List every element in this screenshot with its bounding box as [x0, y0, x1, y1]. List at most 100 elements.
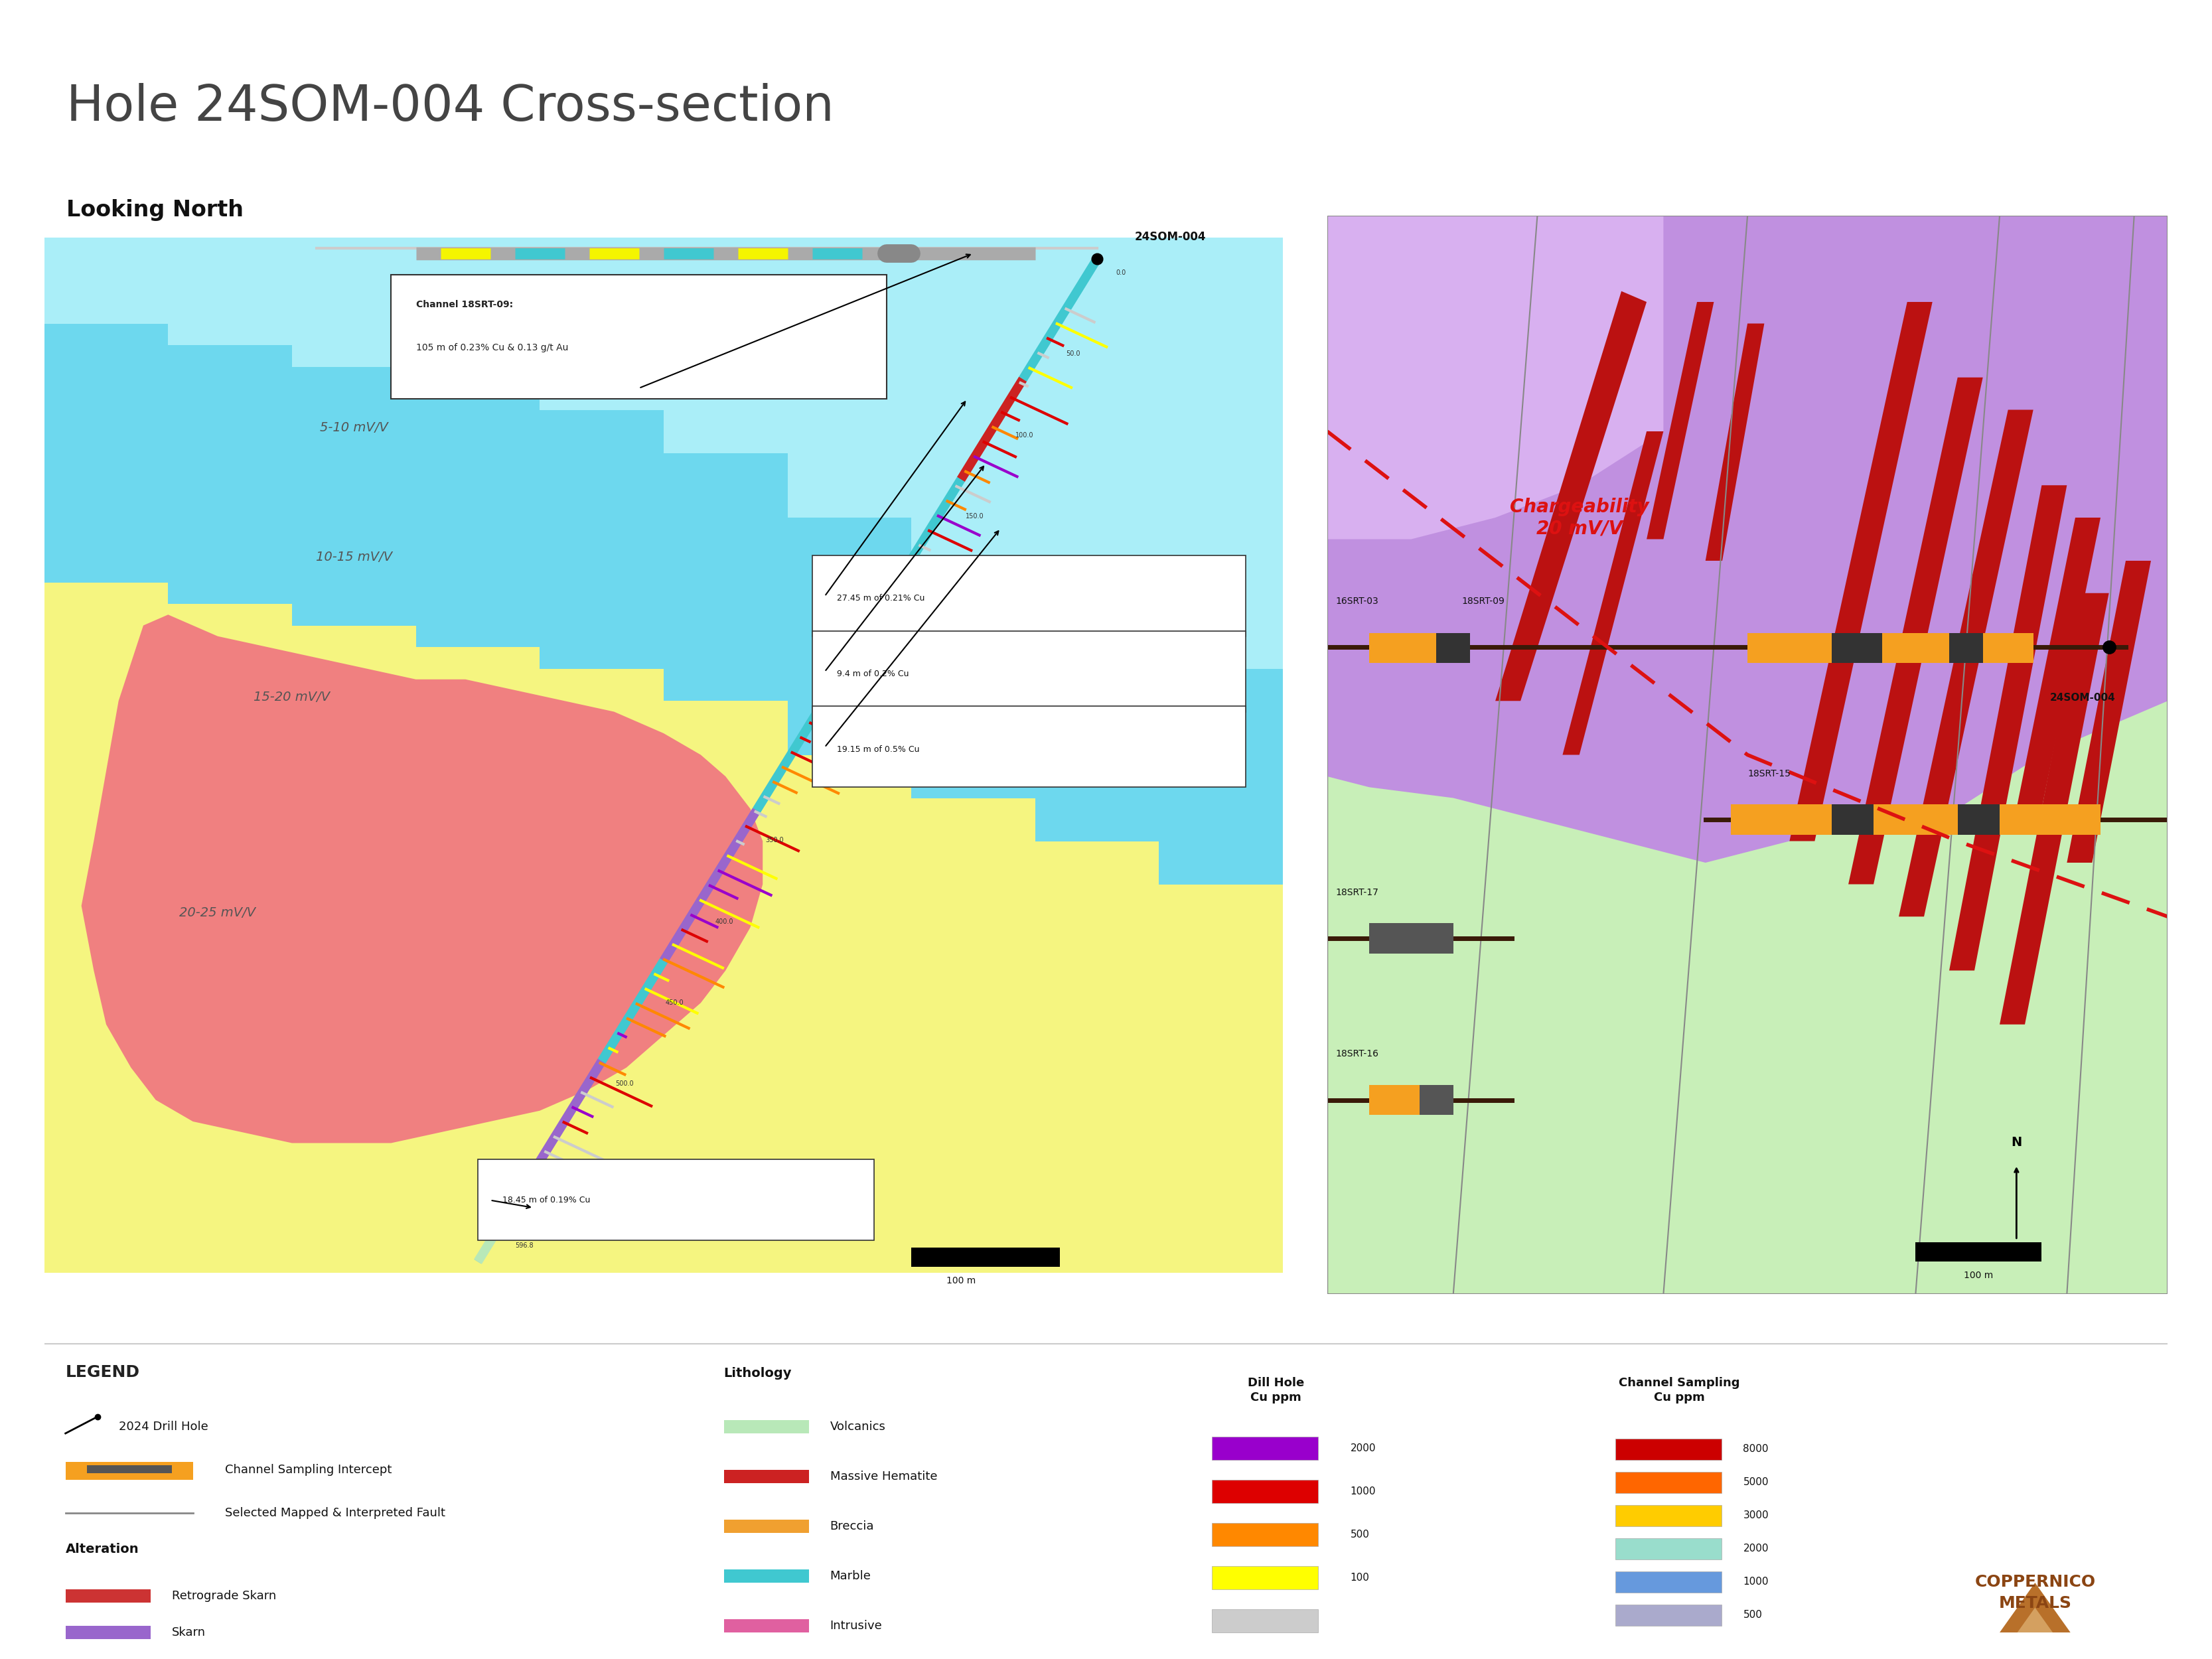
Text: Channel 18SRT-09:: Channel 18SRT-09:: [416, 300, 513, 309]
Text: Intrusive: Intrusive: [830, 1619, 883, 1632]
Text: N: N: [2011, 1136, 2022, 1148]
Bar: [723, 1470, 810, 1483]
Text: 18SRT-16: 18SRT-16: [1336, 1050, 1378, 1058]
Text: 18SRT-09: 18SRT-09: [1462, 597, 1504, 606]
Bar: [1615, 1472, 1721, 1493]
Bar: [1832, 634, 1882, 664]
Bar: [1982, 634, 2033, 664]
Bar: [1212, 1480, 1318, 1503]
Polygon shape: [44, 237, 1283, 669]
Bar: [1369, 1085, 1420, 1115]
Text: COPPERNICO
METALS: COPPERNICO METALS: [1975, 1574, 2095, 1611]
Polygon shape: [2017, 518, 2101, 808]
Polygon shape: [1705, 324, 1765, 561]
Text: 24SOM-004: 24SOM-004: [2051, 693, 2115, 703]
Polygon shape: [1327, 216, 1663, 539]
Text: 19.15 m of 0.5% Cu: 19.15 m of 0.5% Cu: [836, 745, 920, 753]
Text: 9.4 m of 0.2% Cu: 9.4 m of 0.2% Cu: [836, 670, 909, 679]
Bar: [1212, 1437, 1318, 1460]
Text: 150.0: 150.0: [967, 513, 984, 519]
Text: Retrograde Skarn: Retrograde Skarn: [173, 1589, 276, 1603]
Text: 2000: 2000: [1349, 1443, 1376, 1453]
Text: 20-25 mV/V: 20-25 mV/V: [179, 906, 257, 919]
Text: 27.45 m of 0.21% Cu: 27.45 m of 0.21% Cu: [836, 594, 925, 602]
Text: 300.0: 300.0: [816, 757, 834, 763]
Text: 24SOM-004: 24SOM-004: [1135, 231, 1206, 242]
Text: Skarn: Skarn: [173, 1626, 206, 1639]
FancyBboxPatch shape: [812, 556, 1245, 635]
Text: 18SRT-15: 18SRT-15: [1747, 770, 1790, 778]
Polygon shape: [1849, 377, 1982, 884]
Text: Breccia: Breccia: [830, 1520, 874, 1533]
Text: Channel Sampling Intercept: Channel Sampling Intercept: [226, 1463, 392, 1477]
Bar: [66, 1626, 150, 1639]
Text: 100 m: 100 m: [1964, 1271, 1993, 1279]
Text: 596.8: 596.8: [515, 1243, 533, 1249]
Bar: [86, 1465, 173, 1473]
Text: 500: 500: [1349, 1530, 1369, 1540]
Text: Volcanics: Volcanics: [830, 1420, 885, 1433]
Bar: [723, 1520, 810, 1533]
Polygon shape: [44, 324, 1283, 884]
Text: 500.0: 500.0: [615, 1080, 633, 1087]
Text: Massive Hematite: Massive Hematite: [830, 1470, 938, 1483]
Bar: [66, 1462, 192, 1480]
Bar: [1747, 634, 1832, 664]
Polygon shape: [1949, 484, 2066, 971]
Bar: [1369, 922, 1453, 954]
Text: 18.45 m of 0.19% Cu: 18.45 m of 0.19% Cu: [502, 1196, 591, 1204]
Bar: [1420, 1085, 1453, 1115]
Bar: [1874, 805, 1958, 834]
Bar: [1958, 805, 2000, 834]
Bar: [723, 1569, 810, 1583]
Text: Dill Hole
Cu ppm: Dill Hole Cu ppm: [1248, 1377, 1305, 1404]
Bar: [1615, 1538, 1721, 1559]
Text: 8000: 8000: [1743, 1445, 1770, 1455]
Text: 100: 100: [1349, 1573, 1369, 1583]
Text: Hole 24SOM-004 Cross-section: Hole 24SOM-004 Cross-section: [66, 83, 834, 131]
Text: 250.0: 250.0: [865, 675, 885, 682]
Text: Looking North: Looking North: [66, 199, 243, 221]
Text: 400.0: 400.0: [714, 917, 734, 924]
Text: 3000: 3000: [1743, 1511, 1770, 1521]
Text: 15-20 mV/V: 15-20 mV/V: [254, 690, 330, 703]
Bar: [1212, 1609, 1318, 1632]
Text: 1000: 1000: [1743, 1578, 1770, 1588]
Text: 5000: 5000: [1743, 1478, 1770, 1488]
Bar: [723, 1420, 810, 1433]
Text: 105 m of 0.23% Cu & 0.13 g/t Au: 105 m of 0.23% Cu & 0.13 g/t Au: [416, 343, 568, 352]
Text: 200.0: 200.0: [916, 594, 933, 601]
Text: 100.0: 100.0: [1015, 431, 1033, 438]
Bar: [723, 1619, 810, 1632]
Text: 500: 500: [1743, 1611, 1763, 1621]
Text: 10-15 mV/V: 10-15 mV/V: [316, 551, 392, 564]
Bar: [911, 1248, 1060, 1267]
Bar: [66, 1589, 150, 1603]
Polygon shape: [82, 614, 763, 1143]
Text: Channel Sampling
Cu ppm: Channel Sampling Cu ppm: [1619, 1377, 1741, 1404]
Text: Selected Mapped & Interpreted Fault: Selected Mapped & Interpreted Fault: [226, 1506, 445, 1520]
Bar: [1832, 805, 1874, 834]
Bar: [1949, 634, 1982, 664]
Polygon shape: [1327, 216, 2168, 863]
Text: Lithology: Lithology: [723, 1367, 792, 1380]
Bar: [1615, 1571, 1721, 1593]
Bar: [1882, 634, 1949, 664]
Text: 450.0: 450.0: [666, 999, 684, 1005]
Bar: [1730, 805, 1832, 834]
Bar: [1615, 1505, 1721, 1526]
Text: 2000: 2000: [1743, 1545, 1770, 1554]
Text: 100 m: 100 m: [947, 1276, 975, 1286]
Polygon shape: [1562, 431, 1663, 755]
Text: 350.0: 350.0: [765, 838, 783, 844]
Bar: [1615, 1438, 1721, 1460]
Bar: [1916, 1243, 2042, 1261]
Text: 1000: 1000: [1349, 1486, 1376, 1496]
Text: 50.0: 50.0: [1066, 350, 1079, 357]
FancyBboxPatch shape: [812, 707, 1245, 786]
Text: 18SRT-17: 18SRT-17: [1336, 888, 1378, 898]
Bar: [2000, 805, 2101, 834]
FancyBboxPatch shape: [392, 275, 887, 398]
Polygon shape: [2000, 592, 2108, 1024]
Bar: [1212, 1566, 1318, 1589]
